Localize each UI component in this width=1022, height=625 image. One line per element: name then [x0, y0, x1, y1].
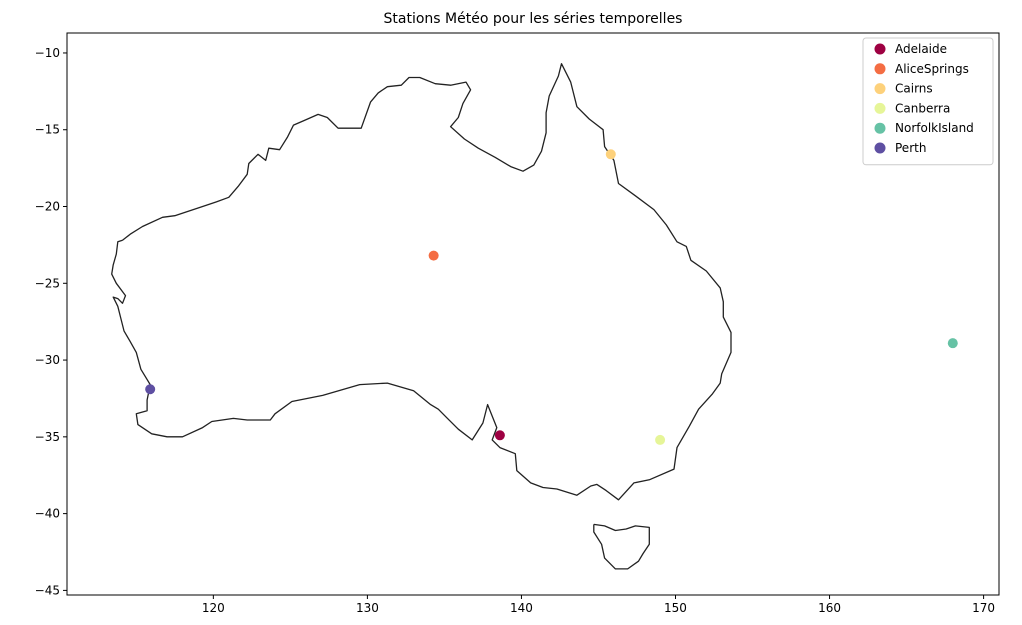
legend-marker-cairns	[874, 83, 886, 95]
legend-marker-adelaide	[874, 43, 886, 55]
x-axis: 120 130 140 150 160 170	[202, 595, 995, 615]
x-tick-label: 140	[510, 601, 533, 615]
legend-marker-canberra	[874, 102, 886, 114]
y-tick-label: −10	[35, 46, 60, 60]
legend-label-alicesprings: AliceSprings	[895, 62, 969, 76]
y-tick-label: −20	[35, 200, 60, 214]
legend-marker-norfolkisland	[874, 122, 886, 134]
y-tick-label: −35	[35, 430, 60, 444]
y-tick-label: −40	[35, 507, 60, 521]
chart-title: Stations Météo pour les séries temporell…	[384, 11, 683, 27]
y-tick-label: −30	[35, 353, 60, 367]
x-tick-label: 120	[202, 601, 225, 615]
y-axis: −10 −15 −20 −25 −30 −35 −40 −45	[35, 46, 67, 597]
y-tick-label: −45	[35, 583, 60, 597]
station-point-perth	[145, 384, 156, 395]
y-tick-label: −15	[35, 123, 60, 137]
x-tick-label: 160	[818, 601, 841, 615]
legend-label-perth: Perth	[895, 141, 926, 155]
legend-label-cairns: Cairns	[895, 82, 933, 96]
mainland-outline	[111, 63, 732, 501]
x-tick-label: 170	[972, 601, 995, 615]
station-point-canberra	[655, 434, 666, 445]
map-outline	[111, 63, 732, 570]
plot-area-frame	[66, 32, 1000, 596]
station-point-norfolkisland	[947, 338, 958, 349]
legend-marker-alicesprings	[874, 63, 886, 75]
legend-label-canberra: Canberra	[895, 101, 950, 115]
legend-box	[862, 37, 994, 166]
station-point-cairns	[605, 149, 616, 160]
station-point-alicesprings	[428, 250, 439, 261]
legend-label-norfolkisland: NorfolkIsland	[895, 121, 974, 135]
legend-marker-perth	[874, 142, 886, 154]
x-tick-label: 130	[356, 601, 379, 615]
station-points	[145, 149, 958, 445]
x-tick-label: 150	[664, 601, 687, 615]
station-point-adelaide	[494, 430, 505, 441]
y-tick-label: −25	[35, 276, 60, 290]
legend-label-adelaide: Adelaide	[895, 42, 947, 56]
legend: Adelaide AliceSprings Cairns Canberra Norfol…	[862, 37, 994, 166]
tasmania-outline	[593, 523, 650, 570]
